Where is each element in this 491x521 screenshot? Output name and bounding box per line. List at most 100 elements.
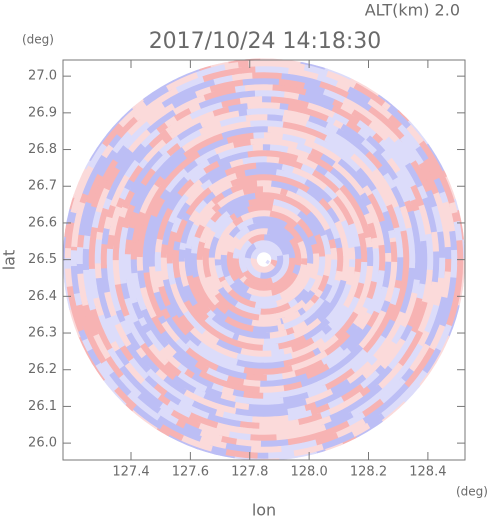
echo-cell <box>255 420 292 430</box>
y-tick-label: 26.9 <box>28 105 57 120</box>
echo-cell <box>292 244 302 270</box>
echo-cell <box>323 101 335 111</box>
echo-cell <box>192 276 203 291</box>
echo-cell <box>124 250 134 288</box>
echo-cell <box>251 301 278 310</box>
echo-cell <box>144 301 157 319</box>
echo-cell <box>347 243 356 263</box>
echo-cell <box>172 246 181 279</box>
echo-cell <box>112 256 121 285</box>
echo-cell <box>254 89 289 98</box>
x-axis-label: lon <box>252 501 276 520</box>
echo-cell <box>208 257 216 272</box>
echo-cell <box>265 259 270 265</box>
echo-cell <box>449 230 458 254</box>
echo-cell <box>272 432 294 442</box>
echo-cell <box>88 234 97 270</box>
echo-cell <box>313 449 328 459</box>
echo-cell <box>238 239 253 274</box>
echo-cell <box>281 310 302 325</box>
echo-cell <box>256 458 280 461</box>
echo-cell <box>250 119 288 129</box>
echo-cell <box>94 235 103 264</box>
echo-cell <box>257 445 282 454</box>
echo-cell <box>365 150 376 161</box>
x-tick-label: 127.4 <box>112 465 149 480</box>
echo-cell <box>354 246 362 263</box>
echo-cell <box>322 254 332 280</box>
echo-cell <box>245 95 266 104</box>
echo-cell <box>247 318 282 328</box>
echo-cell <box>450 249 458 282</box>
echo-cell <box>178 258 187 276</box>
y-tick-label: 26.8 <box>28 142 57 157</box>
echo-cell <box>263 131 287 141</box>
echo-cell <box>244 403 276 412</box>
echo-cell <box>432 251 440 273</box>
echo-cell <box>240 366 264 376</box>
echo-cell <box>237 334 264 346</box>
echo-cell <box>255 385 285 394</box>
y-tick-label: 26.6 <box>28 215 57 230</box>
altitude: ALT(km) 2.0 <box>365 1 460 20</box>
echo-cell <box>252 71 286 80</box>
echo-cell <box>335 247 344 276</box>
echo-cell <box>424 269 434 292</box>
echo-cell <box>249 428 280 436</box>
y-tick-label: 26.2 <box>28 362 57 377</box>
echo-cell <box>256 378 287 388</box>
echo-cell <box>100 224 111 245</box>
echo-cell <box>255 65 293 75</box>
echo-cell <box>413 263 422 284</box>
echo-cell <box>255 313 279 322</box>
echo-cell <box>94 259 102 279</box>
y-tick-label: 27.0 <box>28 69 57 84</box>
echo-cell <box>381 100 392 111</box>
echo-cell <box>234 225 250 241</box>
echo-cell <box>154 267 165 288</box>
echo-cell <box>63 257 67 285</box>
echo-cell <box>136 253 144 271</box>
x-tick-label: 127.6 <box>172 465 209 480</box>
echo-cell <box>420 240 428 277</box>
echo-cell <box>70 262 80 295</box>
echo-cell <box>142 239 151 273</box>
echo-cell <box>76 243 84 265</box>
echo-cell <box>231 71 256 81</box>
echo-cell <box>247 149 271 158</box>
echo-cell <box>190 249 200 282</box>
echo-cell <box>390 241 398 266</box>
echo-cell <box>258 107 289 117</box>
echo-cell <box>249 397 284 406</box>
echo-cell <box>264 450 295 460</box>
echo-cell <box>63 232 67 261</box>
echo-cell <box>145 329 165 352</box>
echo-cell <box>252 215 277 224</box>
echo-cell <box>100 240 108 269</box>
echo-cell <box>239 96 250 104</box>
echo-cell <box>453 220 464 245</box>
y-tick-label: 26.7 <box>28 179 57 194</box>
echo-cell <box>64 265 73 288</box>
echo-cell <box>224 61 243 71</box>
y-tick-label: 26.4 <box>28 289 57 304</box>
echo-cell <box>407 235 416 272</box>
echo-cell <box>247 101 284 110</box>
echo-cell <box>249 325 279 334</box>
echo-cell <box>136 266 146 289</box>
echo-cell <box>264 161 287 171</box>
echo-cell <box>395 257 404 285</box>
echo-cell <box>412 231 422 267</box>
y-unit: (deg) <box>22 33 54 47</box>
echo-cell <box>267 113 287 122</box>
echo-cell <box>166 250 174 264</box>
echo-cell <box>167 400 175 409</box>
echo-cell <box>239 390 264 400</box>
echo-cell <box>76 270 86 292</box>
echo-cell <box>130 238 139 260</box>
x-tick-label: 128.0 <box>291 465 328 480</box>
echo-cell <box>250 137 277 145</box>
echo-cell <box>242 77 272 86</box>
echo-cell <box>260 58 274 61</box>
